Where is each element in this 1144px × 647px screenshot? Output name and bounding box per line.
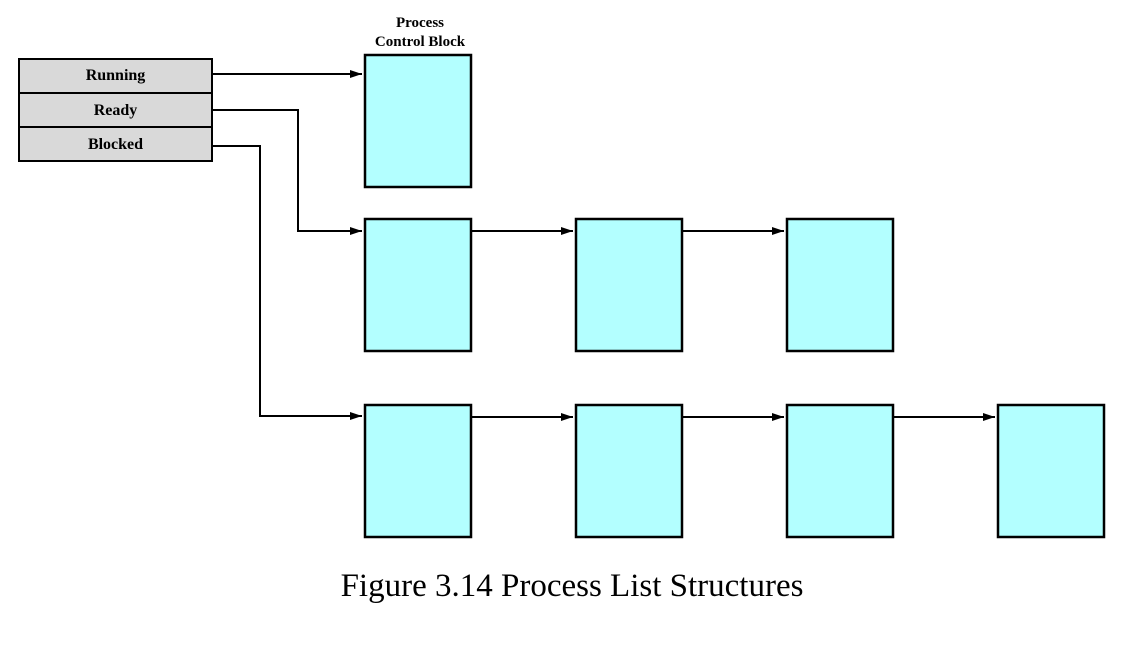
process-state-table: Running Ready Blocked xyxy=(18,58,213,162)
pcb-box-ready-3 xyxy=(785,217,895,353)
pcb-box-blocked-4 xyxy=(996,403,1106,539)
pcb-box-ready-1 xyxy=(363,217,473,353)
figure-caption: Figure 3.14 Process List Structures xyxy=(340,568,804,604)
ready-list-pointer xyxy=(213,109,362,235)
pcb-heading-line1: Process xyxy=(395,15,445,31)
state-ready: Ready xyxy=(20,92,211,126)
pcb-box-blocked-2 xyxy=(574,403,684,539)
pcb-box-running-1 xyxy=(363,53,473,189)
pcb-heading-line2: Control Block xyxy=(374,34,466,50)
state-blocked: Blocked xyxy=(20,126,211,160)
pcb-box-blocked-1 xyxy=(363,403,473,539)
pcb-box-ready-2 xyxy=(574,217,684,353)
pcb-heading: Process Control Block xyxy=(340,14,500,52)
pcb-box-blocked-3 xyxy=(785,403,895,539)
state-running: Running xyxy=(85,67,146,84)
blocked-list-pointer xyxy=(213,145,362,420)
